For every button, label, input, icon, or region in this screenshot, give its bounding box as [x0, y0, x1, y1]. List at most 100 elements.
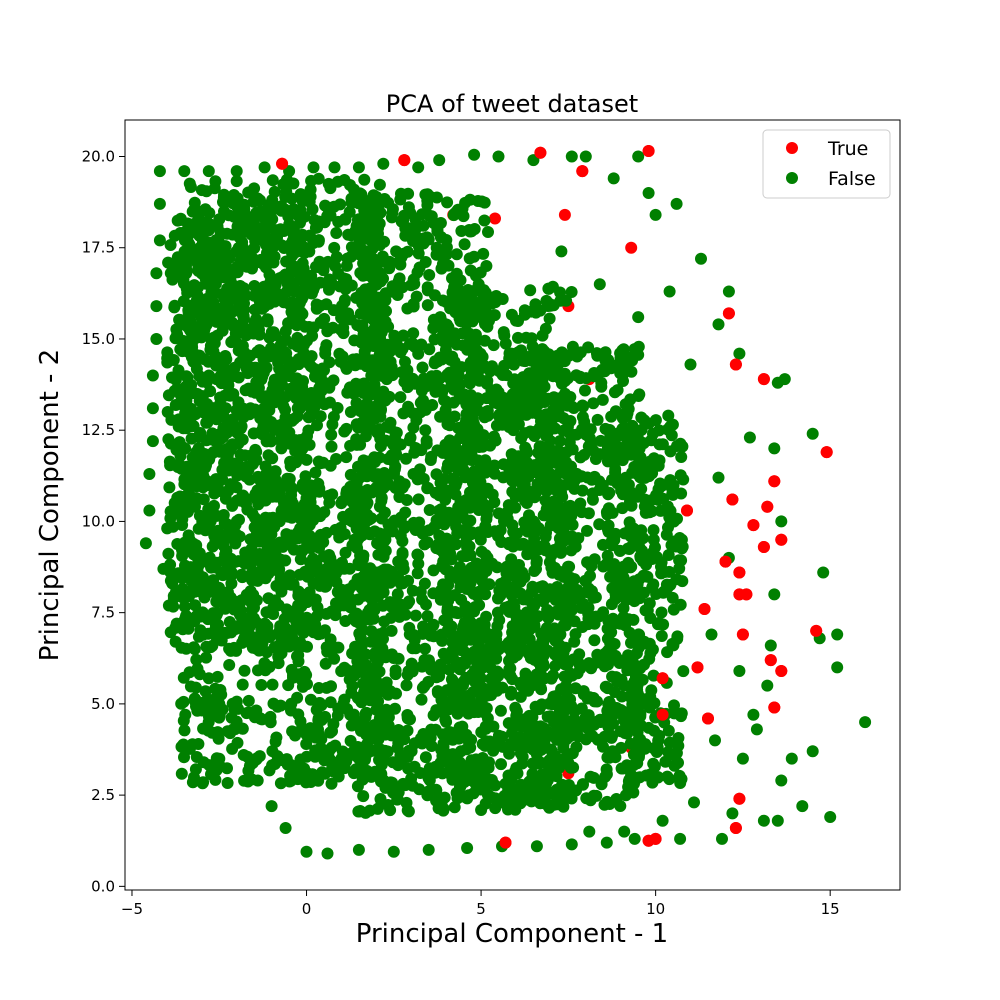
data-point-false [590, 789, 603, 802]
data-point-false [640, 558, 653, 571]
data-point-false [340, 259, 353, 272]
data-point-false [335, 588, 348, 601]
data-point-false [412, 347, 425, 360]
data-point-false [193, 547, 206, 560]
data-point-false [274, 338, 287, 351]
data-point-false [354, 721, 367, 734]
data-point-false [559, 374, 572, 387]
data-point-false [388, 467, 400, 480]
data-point-false [633, 388, 646, 401]
data-point-false [324, 209, 337, 222]
data-point-false [421, 281, 434, 294]
data-point-false [266, 213, 279, 226]
data-point-false [244, 585, 257, 598]
data-point-false [506, 466, 519, 479]
data-point-false [459, 453, 472, 466]
data-point-false [356, 319, 369, 332]
data-point-false [181, 505, 194, 518]
data-point-false [612, 427, 625, 440]
data-point-false [299, 596, 312, 609]
data-point-false [378, 235, 391, 248]
data-point-false [330, 251, 343, 263]
y-axis-ticks: 0.02.55.07.510.012.515.017.520.0 [82, 147, 125, 895]
data-point-false [263, 294, 276, 307]
data-point-false [195, 331, 208, 344]
data-point-false [178, 600, 191, 613]
data-point-false [419, 642, 431, 655]
data-point-false [310, 298, 323, 311]
data-point-false [221, 586, 234, 599]
series-true-visible [276, 145, 833, 849]
data-point-false [186, 491, 198, 504]
data-point-false [536, 657, 549, 670]
data-point-false [378, 467, 391, 479]
data-point-false [617, 571, 630, 584]
data-point-false [395, 215, 408, 228]
data-point-false [646, 581, 659, 594]
data-point-false [580, 733, 592, 746]
data-point-false [433, 372, 446, 385]
data-point-false [488, 496, 501, 509]
data-point-false [216, 324, 229, 337]
data-point-false [448, 410, 461, 423]
data-point-false [527, 515, 540, 528]
data-point-false [395, 598, 408, 611]
data-point-false [384, 416, 397, 429]
data-point-false [628, 343, 641, 356]
data-point-false [281, 285, 294, 298]
data-point-false [313, 697, 326, 709]
data-point-false [466, 526, 478, 539]
data-point-false [543, 312, 556, 325]
data-point-false [421, 482, 434, 495]
data-point-false [325, 428, 338, 441]
data-point-false [624, 737, 637, 750]
data-point-false [397, 407, 410, 420]
data-point-false [384, 576, 397, 589]
data-point-false [375, 512, 388, 525]
data-point-false [581, 524, 593, 537]
data-point-false [757, 814, 770, 827]
data-point-false [378, 535, 391, 548]
data-point-false [412, 549, 425, 562]
data-point-false [433, 489, 446, 502]
y-tick-label: 20.0 [82, 147, 115, 165]
data-point-true [757, 373, 770, 386]
data-point-false [618, 727, 631, 739]
data-point-false [305, 407, 318, 420]
data-point-false [621, 437, 633, 450]
y-tick-label: 12.5 [82, 421, 115, 439]
data-point-false [375, 491, 388, 504]
data-point-false [440, 532, 453, 545]
data-point-false [506, 673, 519, 686]
data-point-false [478, 214, 491, 227]
data-point-false [522, 374, 535, 387]
data-point-false [232, 702, 244, 715]
data-point-false [542, 282, 555, 295]
data-point-false [459, 418, 472, 431]
data-point-false [176, 519, 189, 531]
data-point-false [468, 706, 481, 719]
data-point-false [239, 470, 252, 483]
data-point-false [831, 661, 844, 674]
data-point-false [214, 391, 227, 404]
data-point-false [213, 697, 226, 710]
data-point-false [298, 436, 311, 449]
data-point-false [296, 680, 309, 693]
data-point-false [293, 622, 306, 635]
data-point-false [560, 294, 573, 307]
data-point-false [661, 770, 674, 783]
data-point-false [664, 748, 677, 761]
data-point-false [516, 406, 529, 419]
data-point-true [820, 446, 833, 459]
data-point-false [358, 490, 371, 503]
data-point-false [566, 747, 579, 760]
data-point-false [150, 267, 163, 280]
data-point-false [259, 494, 272, 507]
data-point-false [709, 734, 721, 747]
data-point-false [457, 339, 469, 352]
data-point-false [499, 337, 512, 350]
data-point-false [642, 187, 655, 199]
data-point-false [384, 345, 397, 358]
data-point-false [168, 267, 181, 280]
data-point-false [424, 191, 437, 203]
